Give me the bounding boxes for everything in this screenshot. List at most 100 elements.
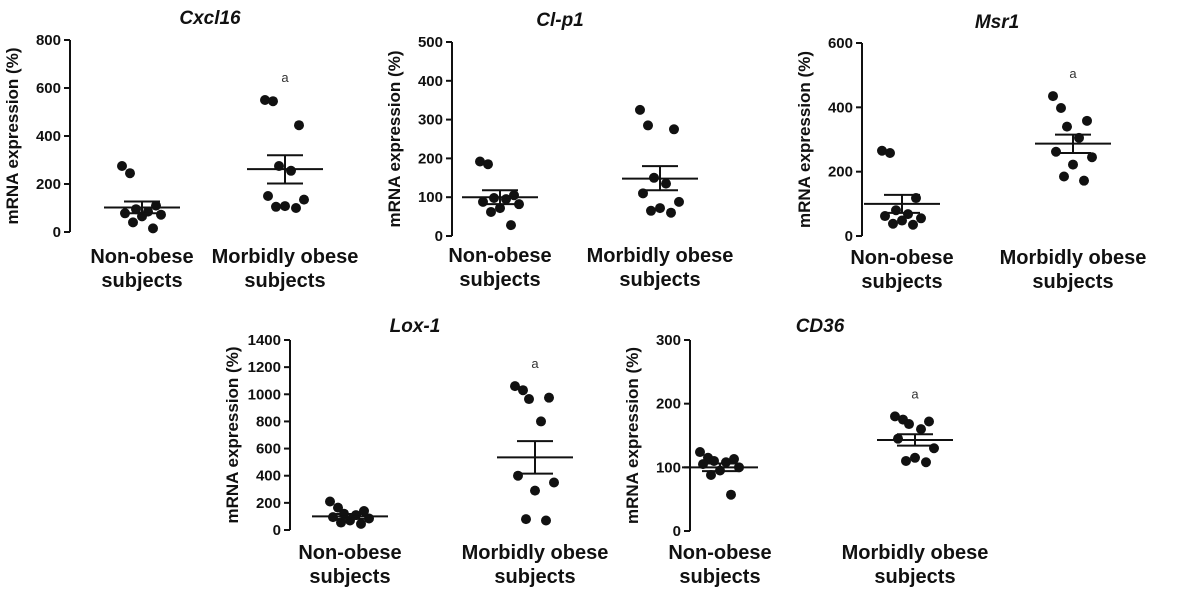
data-point bbox=[901, 455, 911, 466]
data-point bbox=[1051, 146, 1061, 157]
y-tick-label: 200 bbox=[418, 150, 443, 167]
data-point bbox=[506, 220, 516, 231]
data-point bbox=[501, 194, 511, 205]
y-tick-label: 0 bbox=[53, 224, 61, 241]
data-point bbox=[1056, 102, 1066, 113]
chart-title: Msr1 bbox=[975, 12, 1019, 33]
data-point bbox=[148, 223, 158, 234]
data-point bbox=[721, 457, 731, 468]
data-point bbox=[260, 95, 270, 105]
data-point bbox=[924, 416, 934, 427]
y-tick-label: 200 bbox=[36, 176, 61, 193]
data-point bbox=[910, 452, 920, 463]
data-point bbox=[541, 515, 551, 526]
data-point bbox=[643, 120, 653, 131]
chart-panel-cxcl16: Cxcl16 mRNA expression (%) 0 200 400 600 800 No… bbox=[3, 8, 359, 292]
data-point bbox=[486, 206, 496, 217]
data-point bbox=[666, 207, 676, 218]
y-tick-label: 1200 bbox=[248, 359, 281, 376]
data-point bbox=[890, 411, 900, 422]
x-category-label: subjects bbox=[861, 271, 942, 293]
data-point bbox=[897, 215, 907, 226]
data-point bbox=[514, 199, 524, 210]
data-point bbox=[263, 191, 273, 201]
data-point bbox=[1087, 152, 1097, 163]
data-point bbox=[921, 457, 931, 468]
data-point bbox=[669, 124, 679, 135]
data-point bbox=[1062, 121, 1072, 132]
y-tick-label: 0 bbox=[673, 523, 681, 540]
y-tick-label: 400 bbox=[828, 99, 853, 116]
y-tick-label: 1000 bbox=[248, 386, 281, 403]
x-category-label: subjects bbox=[459, 269, 540, 291]
data-point bbox=[635, 104, 645, 115]
data-point bbox=[1048, 91, 1058, 102]
data-point bbox=[893, 433, 903, 444]
y-axis-label: mRNA expression (%) bbox=[223, 347, 242, 524]
data-point bbox=[729, 454, 739, 465]
x-category-label: Morbidly obese bbox=[842, 542, 989, 564]
x-category-label: subjects bbox=[244, 270, 325, 292]
x-category-label: Non-obese bbox=[668, 542, 771, 564]
x-category-label: Morbidly obese bbox=[587, 245, 734, 267]
data-point bbox=[1059, 171, 1069, 182]
x-category-label: subjects bbox=[874, 566, 955, 588]
y-tick-label: 0 bbox=[273, 522, 281, 539]
data-point bbox=[655, 203, 665, 214]
y-tick-label: 200 bbox=[828, 164, 853, 181]
data-point bbox=[524, 394, 534, 405]
data-point bbox=[299, 194, 309, 205]
y-tick-label: 600 bbox=[256, 441, 281, 458]
y-tick-label: 0 bbox=[435, 228, 443, 245]
y-tick-label: 0 bbox=[845, 228, 853, 245]
x-category-label: subjects bbox=[1032, 271, 1113, 293]
x-category-label: subjects bbox=[101, 270, 182, 292]
data-point bbox=[478, 196, 488, 207]
data-point bbox=[916, 213, 926, 224]
y-tick-label: 200 bbox=[256, 495, 281, 512]
data-point bbox=[518, 385, 528, 396]
data-point bbox=[294, 120, 304, 131]
data-point bbox=[706, 469, 716, 480]
data-point bbox=[726, 489, 736, 500]
significance-annotation: a bbox=[531, 356, 539, 371]
y-axis-label: mRNA expression (%) bbox=[795, 51, 814, 228]
data-point bbox=[128, 217, 138, 228]
y-tick-label: 500 bbox=[418, 34, 443, 51]
data-point bbox=[333, 502, 343, 513]
data-point bbox=[325, 496, 335, 507]
data-point bbox=[916, 424, 926, 435]
data-point bbox=[268, 96, 278, 107]
data-point bbox=[646, 205, 656, 216]
data-point bbox=[1068, 159, 1078, 170]
data-point bbox=[1079, 175, 1089, 186]
data-point bbox=[495, 203, 505, 214]
data-point bbox=[544, 392, 554, 403]
data-point bbox=[904, 419, 914, 430]
data-point bbox=[695, 447, 705, 458]
chart-title: CD36 bbox=[796, 316, 845, 337]
x-category-label: Morbidly obese bbox=[212, 246, 359, 268]
data-point bbox=[536, 416, 546, 427]
data-point bbox=[549, 477, 559, 488]
x-category-label: Non-obese bbox=[90, 246, 193, 268]
data-point bbox=[521, 514, 531, 525]
x-category-label: Non-obese bbox=[850, 247, 953, 269]
data-point bbox=[125, 168, 135, 179]
data-point bbox=[510, 381, 520, 392]
data-point bbox=[888, 218, 898, 229]
y-tick-label: 100 bbox=[656, 459, 681, 476]
data-point bbox=[483, 159, 493, 170]
data-point bbox=[291, 203, 301, 213]
data-point bbox=[1082, 115, 1092, 126]
chart-title: Cxcl16 bbox=[179, 8, 241, 29]
x-category-label: Non-obese bbox=[298, 542, 401, 564]
significance-annotation: a bbox=[281, 70, 289, 85]
x-category-label: subjects bbox=[619, 269, 700, 291]
y-tick-label: 800 bbox=[36, 32, 61, 49]
data-point bbox=[286, 165, 296, 176]
x-category-label: Morbidly obese bbox=[462, 542, 609, 564]
y-axis-label: mRNA expression (%) bbox=[385, 51, 404, 228]
chart-panel-cd36: CD36 mRNA expression (%) 0 100 200 300 Non-obe… bbox=[623, 316, 989, 588]
